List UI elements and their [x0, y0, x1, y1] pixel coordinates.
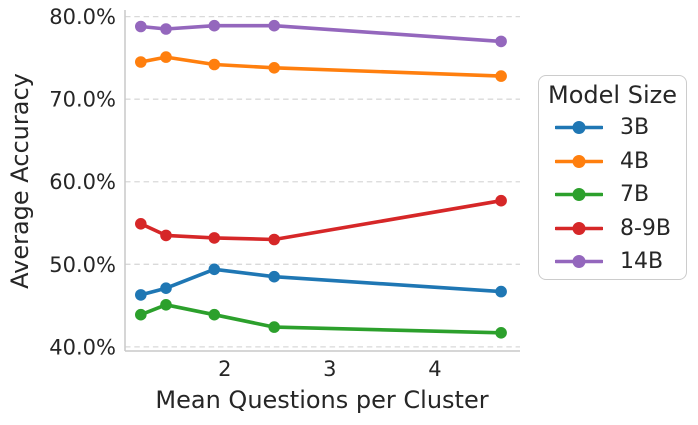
data-point-7B [208, 308, 221, 321]
legend-marker-icon [555, 255, 603, 269]
data-point-3B [135, 289, 147, 301]
series-line-4B [139, 55, 503, 78]
legend-entry-3B: 3B [539, 111, 686, 145]
data-point-8-9B [495, 194, 507, 207]
data-point-8-9B [268, 233, 281, 246]
y-tick-label: 60.0% [49, 170, 116, 194]
legend-title: Model Size [548, 81, 677, 109]
data-point-14B [135, 20, 147, 33]
y-tick-label: 80.0% [49, 5, 116, 29]
x-tick-label: 2 [218, 357, 231, 381]
series-line-8-9B [139, 198, 503, 242]
x-tick-label: 3 [323, 357, 336, 381]
legend-marker-icon [555, 154, 603, 168]
data-point-3B [160, 282, 172, 295]
data-point-7B [135, 308, 147, 321]
legend-marker-icon [555, 188, 603, 202]
y-tick-label: 70.0% [49, 88, 116, 112]
data-point-3B [208, 263, 221, 276]
legend-entries: 3B 4B 7B 8-9B 14B [539, 111, 686, 279]
series-line-3B [139, 267, 503, 297]
legend-marker-icon [555, 221, 603, 235]
data-point-14B [268, 19, 281, 32]
x-tick-label: 4 [428, 357, 441, 381]
data-point-3B [495, 285, 507, 298]
series-line-14B [139, 23, 503, 44]
legend-entry-label: 3B [620, 115, 650, 141]
legend-entry-label: 7B [620, 182, 650, 208]
data-point-4B [160, 51, 172, 63]
legend-entry-7B: 7B [539, 178, 686, 212]
data-point-14B [495, 35, 507, 48]
legend-entry-14B: 14B [539, 245, 686, 279]
data-point-8-9B [160, 229, 172, 242]
legend-entry-label: 14B [620, 249, 664, 275]
data-point-4B [495, 70, 507, 82]
data-point-3B [268, 270, 281, 283]
data-point-4B [268, 62, 281, 74]
data-point-4B [135, 56, 147, 68]
data-point-7B [495, 327, 507, 339]
y-axis-label: Average Accuracy [6, 73, 34, 289]
legend-entry-label: 8-9B [620, 215, 672, 241]
legend-entry-4B: 4B [539, 145, 686, 179]
series-line-7B [139, 303, 503, 335]
legend-marker-icon [555, 121, 603, 135]
data-point-14B [160, 23, 172, 35]
x-axis-label: Mean Questions per Cluster [155, 386, 489, 414]
data-point-14B [208, 19, 221, 32]
legend-entry-label: 4B [620, 148, 650, 174]
data-point-8-9B [135, 218, 147, 230]
y-tick-label: 50.0% [49, 253, 116, 277]
data-point-7B [160, 299, 172, 311]
legend-entry-8-9B: 8-9B [539, 212, 686, 246]
data-point-7B [268, 321, 281, 333]
data-point-4B [208, 58, 221, 71]
y-tick-label: 40.0% [49, 335, 116, 359]
legend: Model Size 3B 4B 7B 8-9B 14B [538, 75, 687, 280]
data-point-8-9B [208, 232, 221, 244]
